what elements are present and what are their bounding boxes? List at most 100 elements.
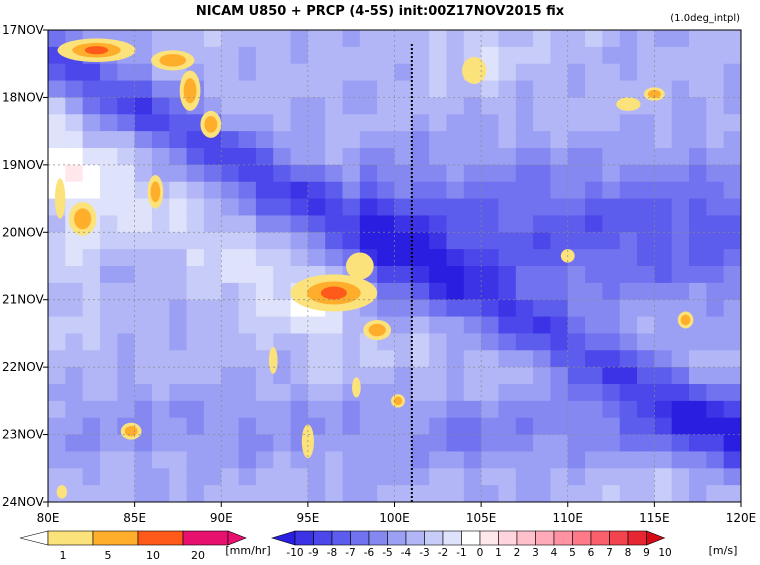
u850-cell [134,400,153,419]
u850-cell [307,400,326,419]
u850-cell [359,164,378,183]
u850-cell [481,468,500,486]
u850-cell [481,148,500,166]
u850-legend-swatch [535,530,555,546]
u850-cell [273,97,292,115]
u850-cell [706,316,725,335]
u850-cell [533,181,552,200]
y-tick-label: 18NOV [2,90,44,104]
u850-cell [82,468,101,486]
u850-cell [689,232,707,250]
u850-cell [654,451,673,469]
u850-cell [481,46,500,65]
u850-cell [637,468,655,486]
u850-cell [585,131,604,149]
u850-cell [65,468,84,486]
u850-cell [255,266,274,284]
u850-cell [533,80,552,99]
u850-cell [550,316,569,335]
u850-cell [567,282,586,301]
u850-cell [221,80,240,99]
u850-cell [203,316,222,335]
u850-cell [134,30,153,48]
u850-cell [429,181,448,200]
u850-cell [619,232,638,250]
u850-cell [186,384,205,402]
u850-cell [637,46,655,65]
x-tick-label: 120E [726,511,757,525]
u850-cell [550,46,569,65]
u850-cell [585,451,604,469]
u850-legend-label: 8 [625,547,632,559]
u850-cell [377,46,396,65]
u850-cell [723,299,741,318]
u850-cell [394,30,413,48]
u850-cell [689,299,707,318]
u850-cell [290,198,309,217]
u850-cell [342,114,361,132]
u850-cell [325,367,344,385]
u850-cell [99,384,118,402]
u850-cell [706,266,725,284]
u850-cell [169,451,188,469]
u850-cell [463,333,482,351]
u850-cell [567,198,586,217]
u850-cell [567,316,586,335]
u850-cell [446,400,465,419]
u850-cell [238,485,257,502]
u850-cell [533,198,552,217]
u850-cell [65,485,84,502]
u850-cell [255,367,274,385]
u850-cell [585,97,604,115]
u850-cell [134,198,153,217]
u850-cell [515,400,534,419]
u850-cell [377,131,396,149]
precip-legend-swatch [47,530,94,546]
u850-cell [151,384,170,402]
u850-cell [134,282,153,301]
u850-cell [48,266,66,284]
u850-cell [48,249,66,267]
u850-cell [533,266,552,284]
u850-cell [429,400,448,419]
u850-cell [706,164,725,183]
u850-cell [550,80,569,99]
u850-cell [550,266,569,284]
u850-cell [567,350,586,368]
u850-cell [637,282,655,301]
u850-cell [203,350,222,368]
u850-cell [48,114,66,132]
u850-cell [411,30,430,48]
u850-cell [99,485,118,502]
u850-cell [550,164,569,183]
u850-cell [99,232,118,250]
u850-cell [255,232,274,250]
u850-cell [411,46,430,65]
u850-cell [706,451,725,469]
u850-cell [238,164,257,183]
u850-cell [671,46,690,65]
u850-cell [134,46,153,65]
u850-cell [498,282,517,301]
u850-cell [255,333,274,351]
u850-cell [706,114,725,132]
u850-cell [82,485,101,502]
u850-cell [342,164,361,183]
u850-cell [359,114,378,132]
u850-cell [411,451,430,469]
u850-cell [307,63,326,82]
u850-cell [48,400,66,419]
u850-cell [654,131,673,149]
y-tick-label: 24NOV [2,495,44,509]
u850-cell [238,249,257,267]
u850-cell [238,232,257,250]
precip-legend-swatch [182,530,229,546]
u850-cell [637,485,655,502]
u850-cell [307,384,326,402]
u850-cell [394,350,413,368]
u850-cell [654,266,673,284]
u850-cell [273,232,292,250]
u850-cell [221,266,240,284]
u850-cell [619,249,638,267]
u850-cell [637,148,655,166]
